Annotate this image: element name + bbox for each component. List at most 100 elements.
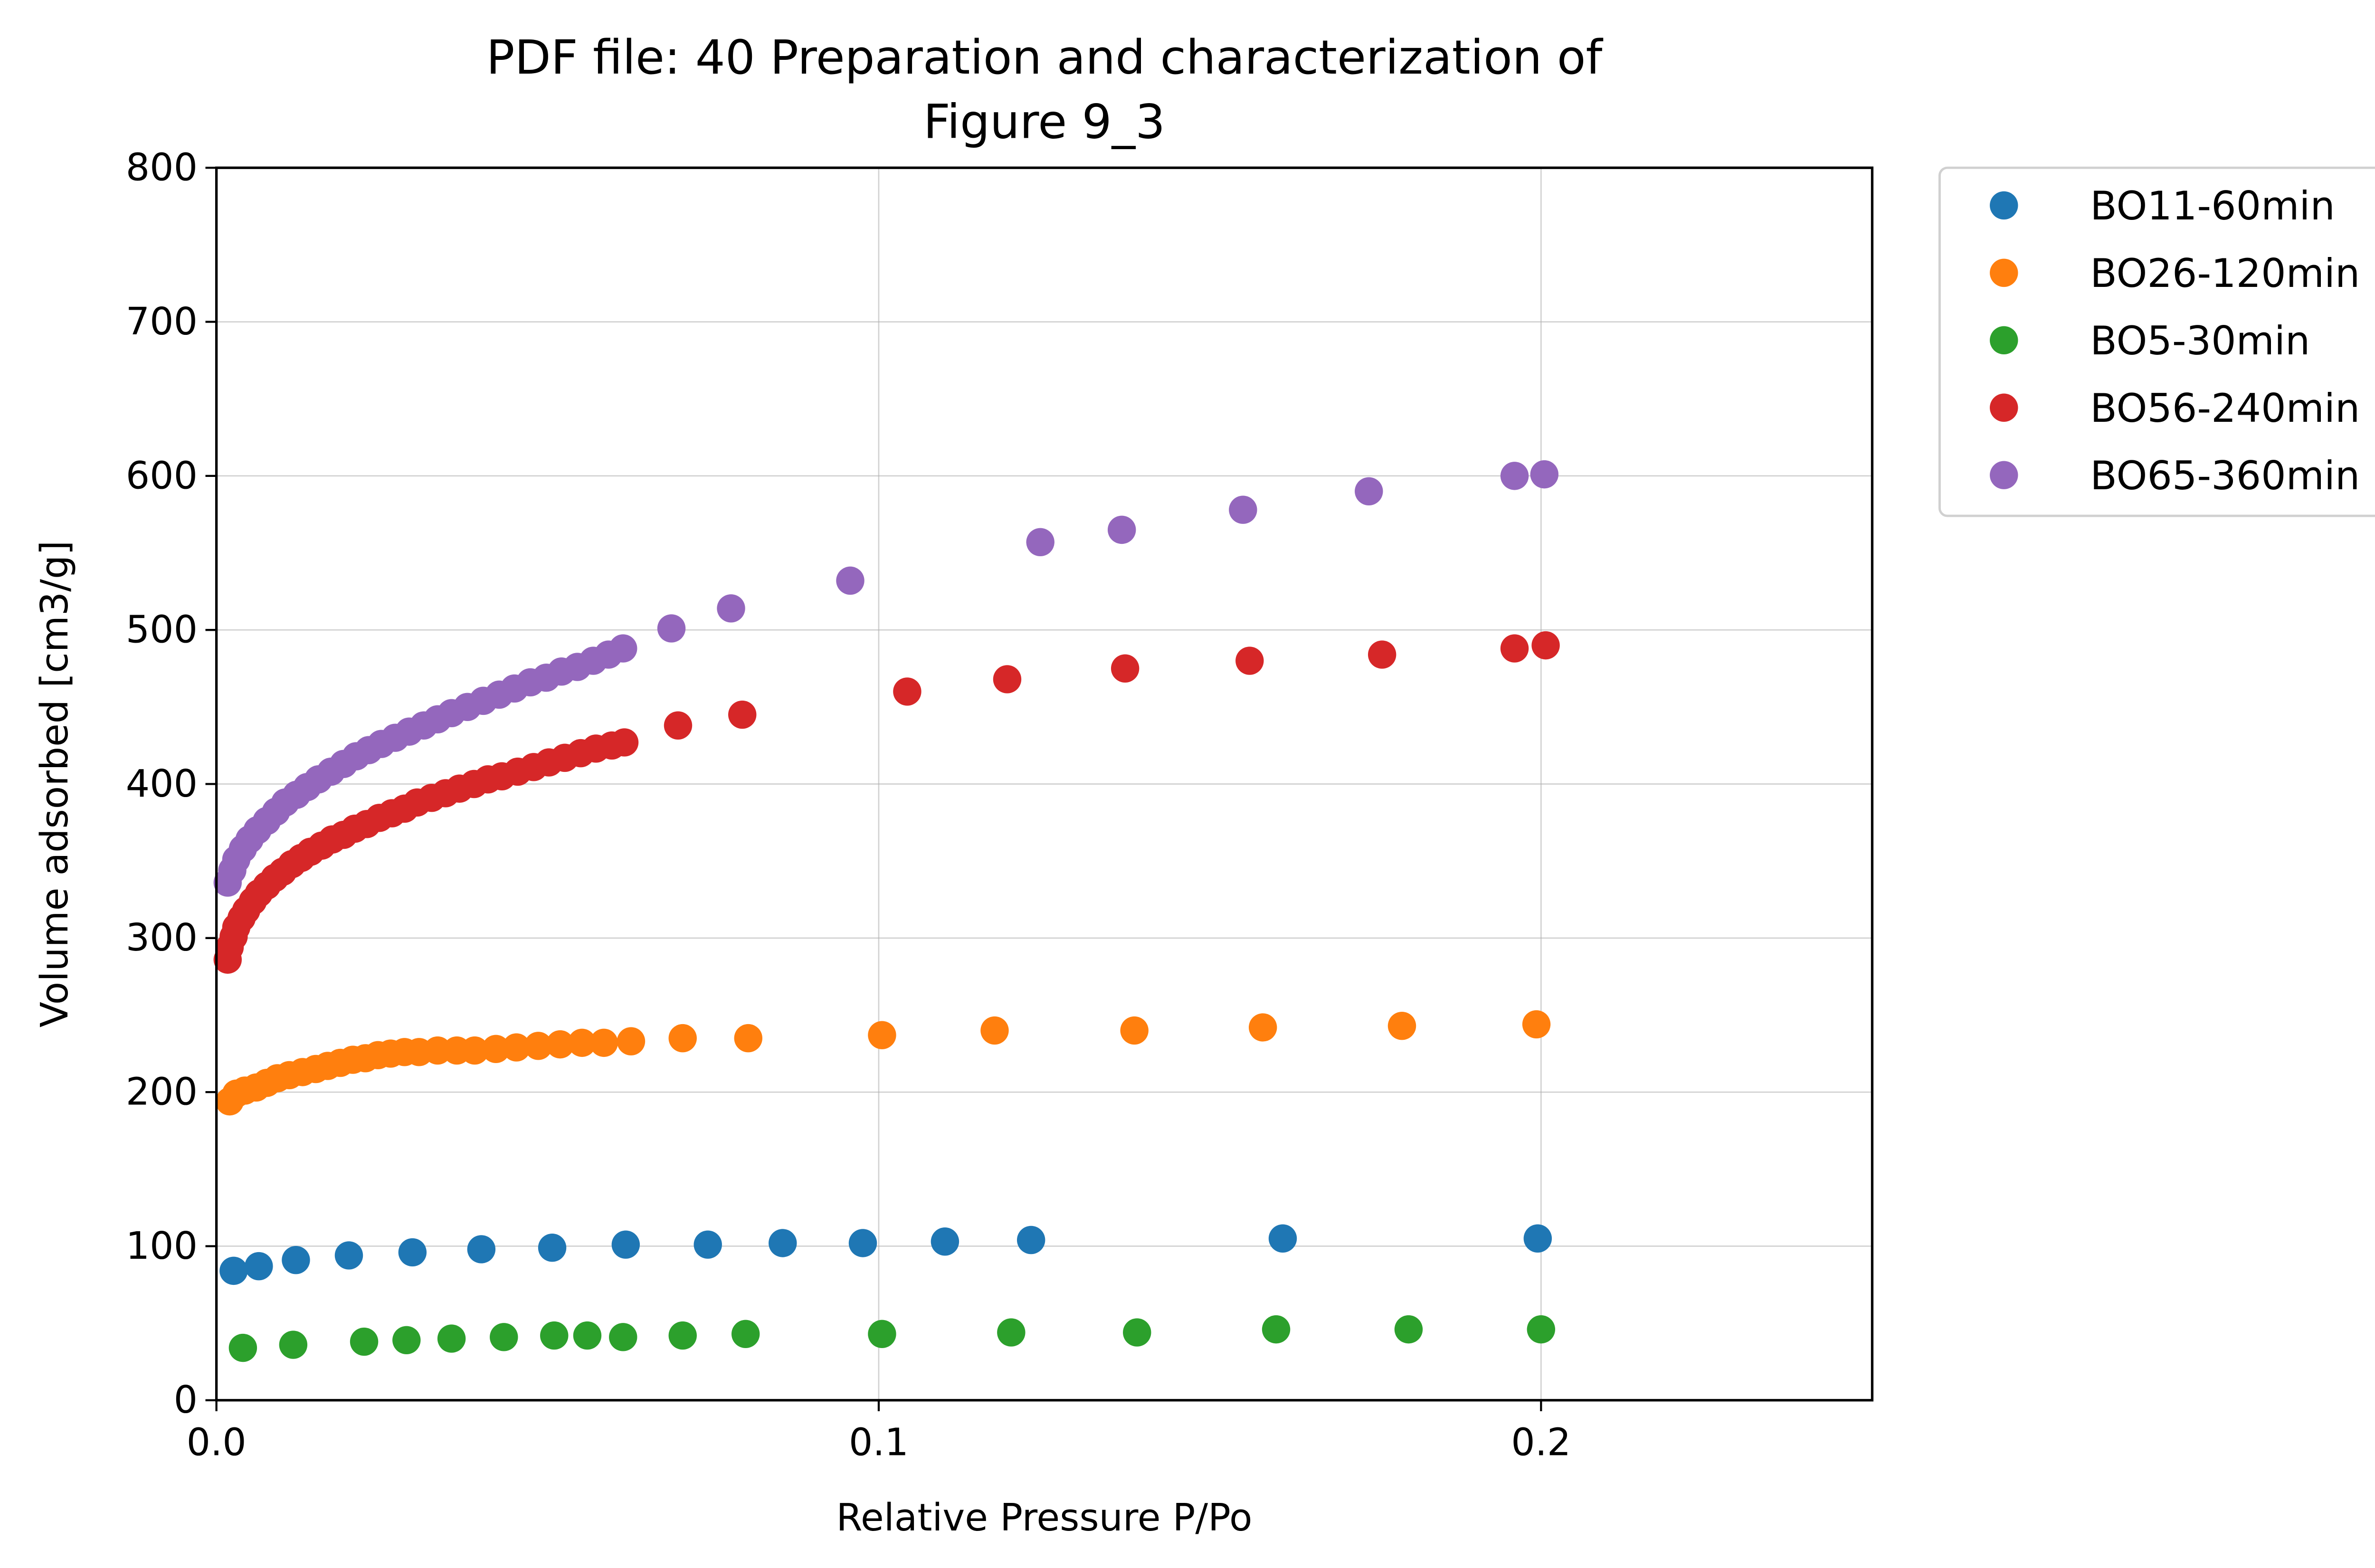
- data-point: [334, 1241, 363, 1270]
- y-axis-label: Volume adsorbed [cm3/g]: [32, 541, 76, 1027]
- data-point: [931, 1227, 960, 1256]
- data-point: [893, 677, 922, 706]
- data-point: [1262, 1315, 1291, 1344]
- data-point: [573, 1321, 602, 1350]
- data-point: [668, 1024, 697, 1053]
- data-point: [482, 1035, 510, 1064]
- data-point: [1500, 462, 1529, 490]
- y-tick-label: 200: [126, 1070, 198, 1114]
- data-point: [1500, 634, 1529, 663]
- legend-label: BO11-60min: [2090, 183, 2335, 229]
- data-point: [1527, 1315, 1556, 1344]
- data-point: [502, 1033, 531, 1062]
- data-point: [392, 1326, 421, 1355]
- data-point: [769, 1229, 797, 1257]
- chart-title: Figure 9_3: [923, 95, 1165, 149]
- data-point: [228, 1333, 257, 1362]
- x-tick-label: 0.2: [1511, 1420, 1571, 1464]
- data-point: [993, 665, 1022, 694]
- data-point: [717, 594, 745, 623]
- legend-marker: [1990, 393, 2018, 422]
- data-point: [1111, 654, 1140, 683]
- data-point: [279, 1330, 308, 1359]
- chart-title: PDF file: 40 Preparation and characteriz…: [486, 30, 1604, 85]
- data-point: [848, 1229, 877, 1257]
- legend-label: BO56-240min: [2090, 386, 2360, 431]
- data-point: [1026, 528, 1054, 557]
- data-point: [728, 700, 757, 729]
- data-point: [611, 1230, 640, 1259]
- data-point: [610, 728, 639, 757]
- data-point: [1368, 640, 1396, 669]
- data-point: [219, 1256, 248, 1285]
- data-point: [1016, 1226, 1045, 1254]
- data-point: [1235, 646, 1264, 675]
- x-tick-label: 0.0: [187, 1420, 247, 1464]
- data-point: [1248, 1013, 1277, 1042]
- y-tick-label: 400: [126, 761, 198, 806]
- data-point: [694, 1230, 722, 1259]
- y-tick-label: 100: [126, 1224, 198, 1268]
- data-point: [997, 1318, 1026, 1347]
- y-tick-label: 0: [174, 1378, 198, 1422]
- data-point: [350, 1327, 379, 1356]
- legend-label: BO5-30min: [2090, 318, 2310, 364]
- data-point: [1355, 477, 1383, 505]
- data-point: [538, 1234, 567, 1262]
- data-point: [460, 1036, 489, 1065]
- data-point: [609, 634, 637, 663]
- data-point: [1387, 1011, 1416, 1040]
- legend-label: BO26-120min: [2090, 251, 2360, 296]
- data-point: [1522, 1010, 1551, 1039]
- y-tick-label: 700: [126, 299, 198, 343]
- data-point: [245, 1252, 273, 1281]
- data-point: [1394, 1315, 1423, 1344]
- data-point: [617, 1027, 646, 1055]
- legend: [1938, 166, 2375, 517]
- x-tick-label: 0.1: [849, 1420, 909, 1464]
- data-point: [398, 1238, 427, 1267]
- legend-label: BO65-360min: [2090, 453, 2360, 499]
- data-point: [568, 1028, 597, 1057]
- data-point: [836, 566, 864, 595]
- data-point: [1523, 1224, 1552, 1253]
- x-axis-label: Relative Pressure P/Po: [836, 1495, 1253, 1539]
- data-point: [437, 1324, 466, 1353]
- legend-entries: BO11-60min BO26-120min BO5-30min BO56-240mi…: [1990, 183, 2360, 499]
- data-point: [664, 711, 693, 740]
- data-point: [467, 1235, 496, 1264]
- data-point: [1120, 1016, 1149, 1045]
- y-tick-label: 800: [126, 145, 198, 190]
- y-tick-label: 600: [126, 453, 198, 497]
- data-point: [546, 1030, 574, 1059]
- legend-marker: [1990, 326, 2018, 355]
- y-tick-label: 500: [126, 608, 198, 652]
- data-point: [868, 1320, 896, 1349]
- data-point: [490, 1323, 518, 1351]
- data-point: [282, 1245, 310, 1274]
- ticks: 0.0 0.1 0.2 0 100 200 300 400 500 600 700 800: [126, 145, 1571, 1464]
- data-point: [1268, 1224, 1297, 1253]
- data-point: [868, 1021, 896, 1049]
- data-point: [589, 1028, 618, 1057]
- legend-marker: [1990, 461, 2018, 489]
- data-point: [734, 1024, 762, 1053]
- data-point: [1123, 1318, 1151, 1347]
- data-point: [657, 614, 686, 643]
- data-point: [1531, 631, 1560, 660]
- data-point: [1530, 460, 1558, 489]
- legend-marker: [1990, 258, 2018, 287]
- data-point: [524, 1032, 552, 1060]
- plot-area: [213, 460, 1560, 1362]
- data-point: [1229, 495, 1257, 524]
- data-point: [540, 1321, 569, 1350]
- y-tick-label: 300: [126, 915, 198, 960]
- data-point: [609, 1323, 637, 1351]
- legend-marker: [1990, 191, 2018, 220]
- data-point: [668, 1321, 697, 1350]
- data-point: [980, 1016, 1009, 1045]
- data-point: [731, 1320, 760, 1349]
- data-point: [1107, 515, 1136, 544]
